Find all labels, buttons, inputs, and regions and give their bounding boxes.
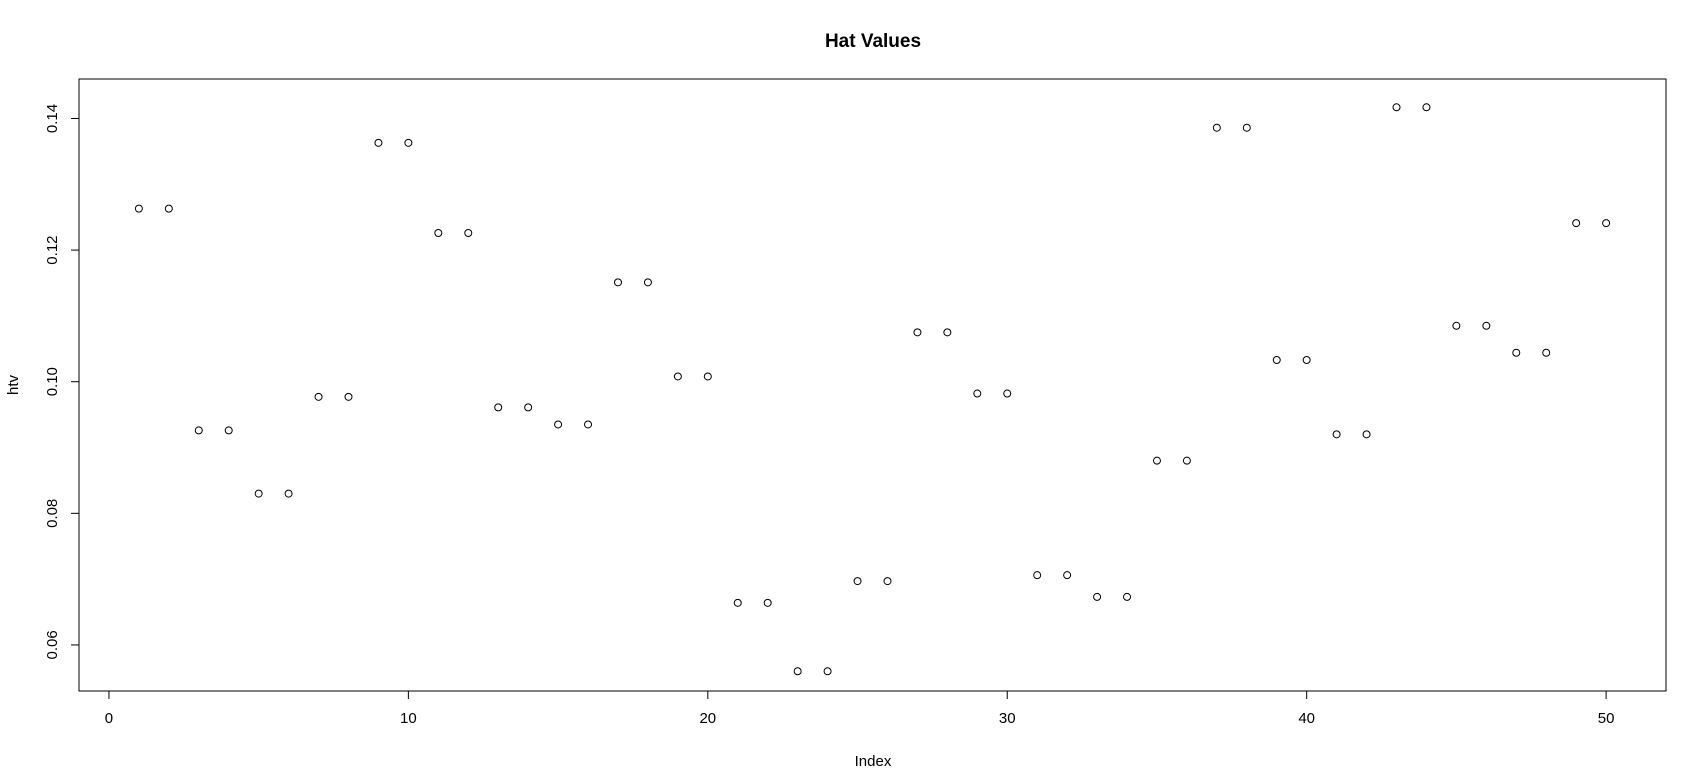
data-point [524, 403, 533, 412]
data-point [134, 204, 143, 213]
x-tick-label: 0 [105, 710, 113, 727]
plot-frame [78, 78, 1667, 692]
data-point [1332, 430, 1341, 439]
data-point [1542, 348, 1551, 357]
data-point [374, 138, 383, 147]
data-point [1302, 355, 1311, 364]
data-point [793, 667, 802, 676]
data-point [1392, 103, 1401, 112]
data-point [434, 228, 443, 237]
data-point [584, 420, 593, 429]
data-point [464, 228, 473, 237]
data-point [1572, 219, 1581, 228]
data-point [703, 372, 712, 381]
y-tick-label: 0.06 [44, 630, 61, 659]
data-point [254, 489, 263, 498]
x-axis-label: Index [855, 753, 892, 770]
data-point [1212, 123, 1221, 132]
data-point [1063, 571, 1072, 580]
y-tick-label: 0.10 [44, 367, 61, 396]
data-point [224, 426, 233, 435]
data-point [913, 328, 922, 337]
y-tick-label: 0.14 [44, 104, 61, 133]
data-point [314, 392, 323, 401]
data-point [1093, 592, 1102, 601]
x-axis: 0 10 20 30 40 50 [105, 690, 1615, 727]
data-point [284, 489, 293, 498]
data-point [194, 426, 203, 435]
data-point [1482, 321, 1491, 330]
data-point [554, 420, 563, 429]
data-point [1452, 321, 1461, 330]
data-point [1152, 456, 1161, 465]
data-point [1123, 592, 1132, 601]
data-point [673, 372, 682, 381]
data-point [1033, 571, 1042, 580]
data-point [763, 598, 772, 607]
y-axis-label: htv [5, 374, 22, 395]
data-point [973, 389, 982, 398]
data-point [404, 138, 413, 147]
data-point [1602, 219, 1611, 228]
data-point [1272, 355, 1281, 364]
data-point [853, 577, 862, 586]
data-point [1512, 348, 1521, 357]
y-tick-label: 0.12 [44, 235, 61, 264]
data-point [1362, 430, 1371, 439]
data-points [134, 103, 1611, 676]
data-point [943, 328, 952, 337]
x-tick-label: 30 [999, 710, 1016, 727]
data-point [613, 278, 622, 287]
x-tick-label: 20 [699, 710, 716, 727]
data-point [1182, 456, 1191, 465]
data-point [494, 403, 503, 412]
y-axis: 0.06 0.08 0.10 0.12 0.14 [44, 104, 80, 660]
data-point [883, 577, 892, 586]
x-tick-label: 50 [1598, 710, 1615, 727]
chart-title: Hat Values [825, 31, 921, 52]
data-point [1422, 103, 1431, 112]
data-point [1242, 123, 1251, 132]
x-tick-label: 40 [1298, 710, 1315, 727]
data-point [823, 667, 832, 676]
data-point [643, 278, 652, 287]
data-point [733, 598, 742, 607]
data-point [164, 204, 173, 213]
x-tick-label: 10 [400, 710, 417, 727]
y-tick-label: 0.08 [44, 499, 61, 528]
data-point [344, 392, 353, 401]
data-point [1003, 389, 1012, 398]
